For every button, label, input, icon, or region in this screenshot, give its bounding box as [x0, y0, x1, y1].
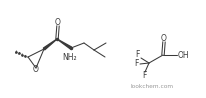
Text: F: F: [141, 72, 145, 80]
Text: lookchem.com: lookchem.com: [130, 84, 173, 89]
Polygon shape: [43, 39, 57, 50]
Text: OH: OH: [176, 50, 188, 59]
Text: F: F: [133, 59, 138, 69]
Text: O: O: [33, 64, 39, 74]
Text: NH₂: NH₂: [62, 53, 77, 62]
Text: O: O: [55, 18, 61, 27]
Text: O: O: [160, 34, 166, 43]
Text: F: F: [134, 49, 138, 59]
Polygon shape: [57, 39, 71, 49]
